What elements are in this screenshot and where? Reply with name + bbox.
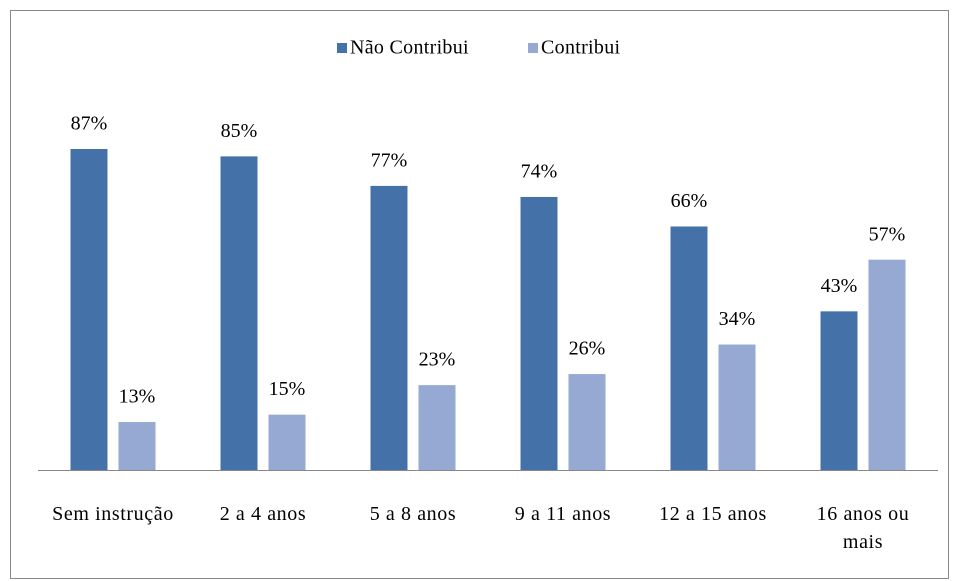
x-tick-label: 12 a 15 anos xyxy=(659,503,767,525)
legend-label: Não Contribui xyxy=(350,37,469,59)
bar xyxy=(718,344,756,470)
x-tick-label: 5 a 8 anos xyxy=(369,503,457,525)
x-tick-label: 16 anos ou mais xyxy=(816,503,910,553)
bar xyxy=(418,385,456,470)
x-tick-label: Sem instrução xyxy=(52,503,174,525)
data-label: 34% xyxy=(719,308,756,330)
data-label: 74% xyxy=(521,161,558,183)
bar xyxy=(868,259,906,470)
data-label: 66% xyxy=(671,190,708,212)
data-label: 57% xyxy=(869,223,906,245)
bar xyxy=(520,196,558,470)
x-tick-label: 2 a 4 anos xyxy=(219,503,307,525)
data-label: 13% xyxy=(119,386,156,408)
bar xyxy=(220,156,258,470)
data-label: 23% xyxy=(419,349,456,371)
bar xyxy=(118,422,156,470)
chart-border xyxy=(10,10,949,579)
data-label: 15% xyxy=(269,378,306,400)
bar xyxy=(670,226,708,470)
bar xyxy=(70,149,108,470)
bar xyxy=(370,185,408,470)
bar xyxy=(268,414,306,470)
data-label: 26% xyxy=(569,338,606,360)
data-label: 87% xyxy=(71,113,108,135)
bar xyxy=(568,374,606,470)
data-label: 77% xyxy=(371,149,408,171)
x-tick-label: 9 a 11 anos xyxy=(514,503,612,525)
data-label: 43% xyxy=(821,275,858,297)
bar xyxy=(820,311,858,470)
legend-swatch xyxy=(337,43,347,53)
legend-label: Contribui xyxy=(541,37,621,59)
legend-swatch xyxy=(528,43,538,53)
data-label: 85% xyxy=(221,120,258,142)
